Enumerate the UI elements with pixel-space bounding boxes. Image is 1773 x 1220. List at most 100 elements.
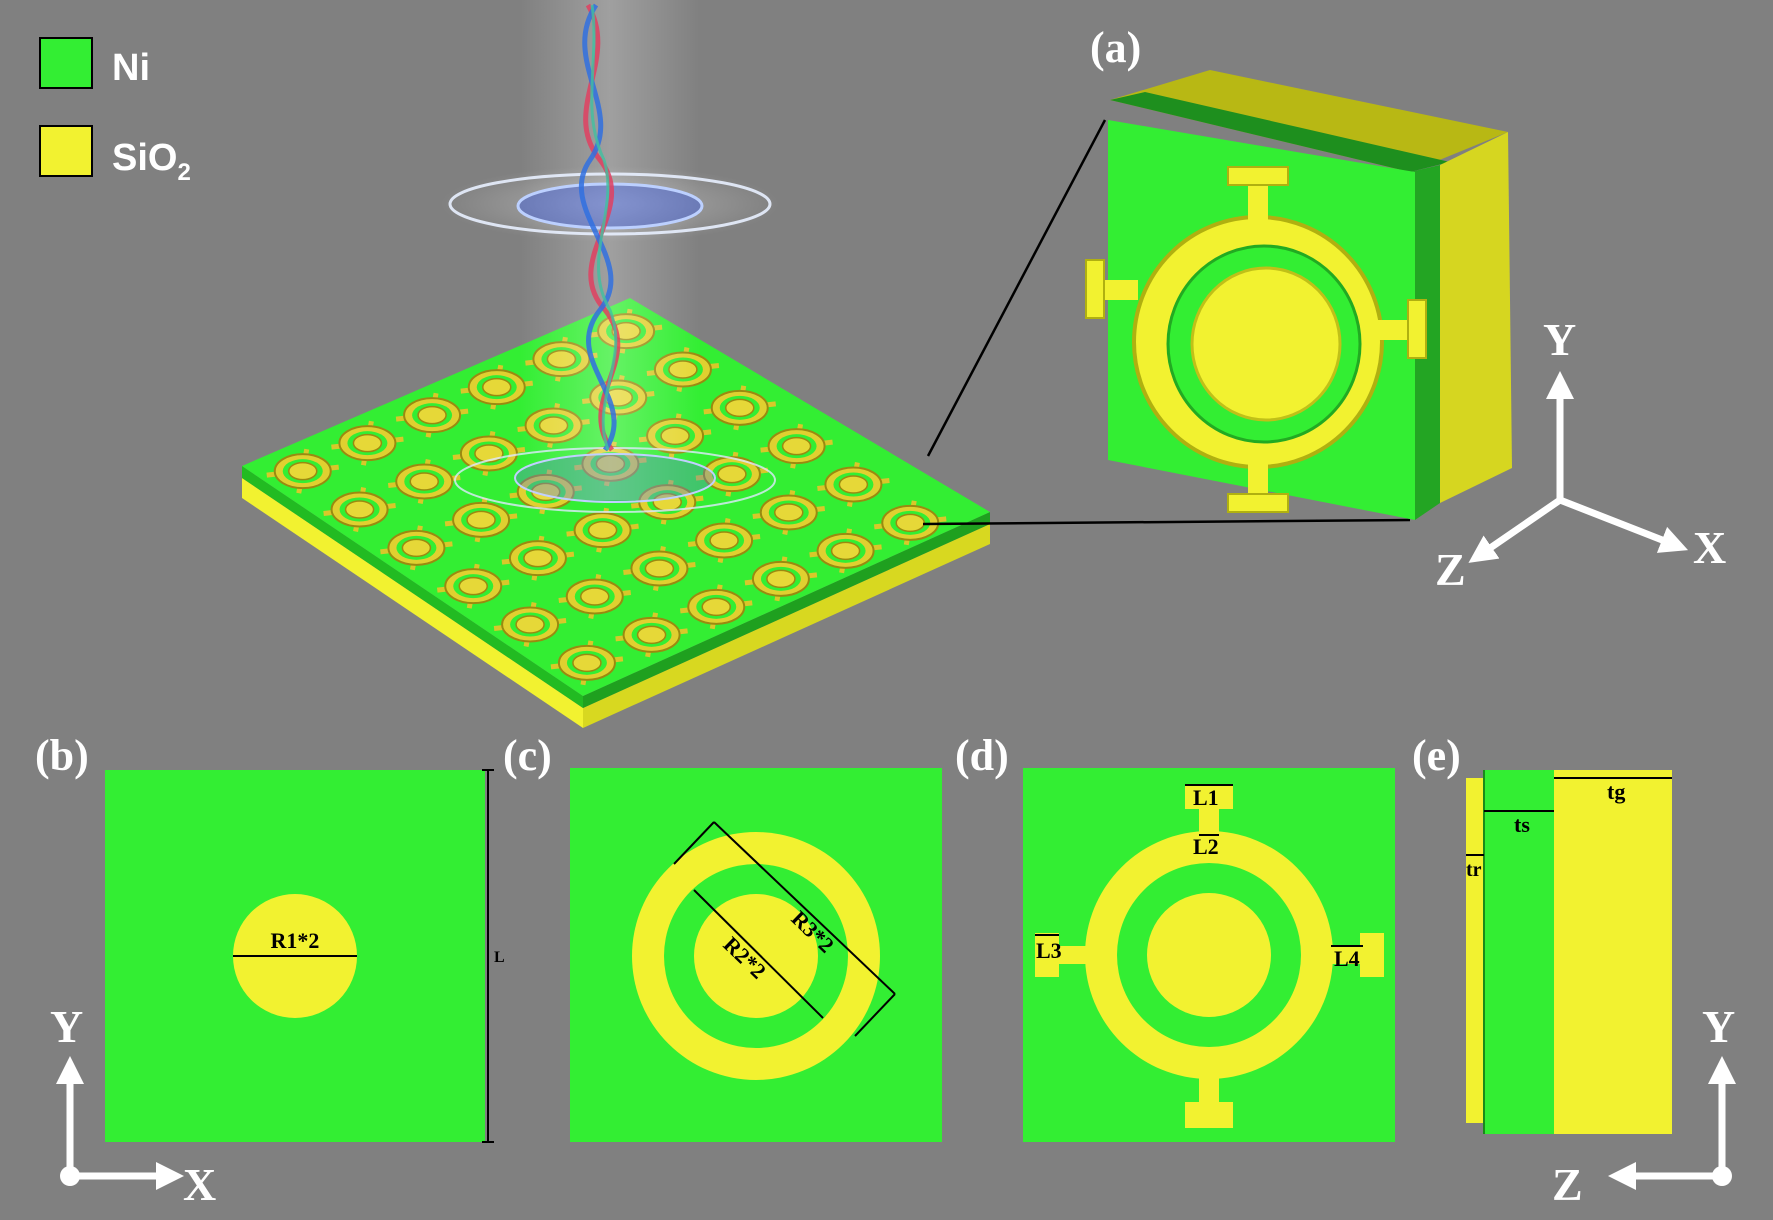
array-cell-disk [580,587,610,606]
legend-label-ni: Ni [112,47,150,89]
array-cell-disk [717,464,747,484]
array-cell [760,423,833,469]
unit-cell-3d [1085,70,1512,520]
ni-front-right-face [583,512,990,708]
array-cell-disk [352,433,383,453]
array-cell [323,487,396,532]
e-ts-label: ts [1514,812,1530,837]
e-ni-layer [1484,770,1554,1134]
d-stub-top [1199,805,1219,835]
d-l2-label: L2 [1193,834,1219,859]
array-cell [452,431,526,476]
array-cell [817,462,890,507]
array-cell-disk [781,436,812,456]
array-cell-disk [409,472,439,491]
zoom-line-top [926,119,1107,457]
legend-swatch-ni [39,37,93,89]
array-cell-disk [466,510,496,530]
d-stub-left-cap [1035,933,1059,977]
axis-label-y-b: Y [50,1001,83,1052]
substrate-front-right-face [583,524,990,728]
stub-top [1248,182,1268,222]
panel-label-a: (a) [1090,23,1141,72]
array-cell [266,448,340,494]
array-cell [566,507,639,553]
array-cell-disk [701,597,731,617]
lower-ring-inner [514,453,716,503]
unit-cell-side-sio2 [1440,132,1512,503]
array-cell-disk [830,541,861,561]
panel-e-side-view: tg ts tr [1466,770,1672,1134]
array-cell-disk [709,531,739,550]
array-cell [809,528,882,574]
array-cell-disk [523,548,553,568]
array-cell [395,392,469,438]
panel-label-c: (c) [503,731,552,780]
array-cell-disk [895,513,925,533]
array-cell [493,602,567,647]
e-resonator-layer [1466,778,1484,1123]
panel-label-b: (b) [35,731,89,780]
axis-label-x-3d: X [1693,522,1726,573]
stub-top-cap [1227,166,1289,186]
unit-cell-top-sio2 [1110,70,1508,172]
d-l1-label: L1 [1193,785,1219,810]
array-cell-disk [572,653,602,673]
axes-3d [1468,371,1689,563]
b-r1-label: R1*2 [271,928,320,953]
array-cell-disk [288,461,318,481]
panel-b-disk: R1*2 L [105,769,505,1143]
array-cell [444,497,518,543]
axes-b [56,1056,184,1190]
b-l-label: L [494,949,505,966]
c-disk [694,894,818,1018]
array-cell [679,584,753,630]
array-cell [873,500,947,546]
d-stub-right [1331,946,1363,964]
array-cell-disk [587,520,618,540]
stub-left [1098,280,1138,300]
stub-right-cap [1407,299,1427,359]
array-cell [331,420,404,466]
array-cell [558,574,632,619]
axis-label-z-3d: Z [1435,544,1466,595]
lower-ring-outer [454,447,776,513]
unit-cell-resonator [1085,166,1427,513]
array-cell [623,546,696,591]
axes-e [1608,1056,1736,1190]
array-cell-disk [482,377,512,397]
legend-swatch-sio2 [39,125,93,177]
c-r3-tick-b [854,993,896,1037]
array-cell [380,525,453,571]
unit-cell-top-ni [1110,92,1450,172]
array-cell-disk [838,475,869,494]
stub-bottom [1248,460,1268,500]
c-r2-line [693,889,824,1019]
vortex-beam [440,0,780,513]
d-stub-left [1055,946,1087,964]
array-cell [436,563,510,609]
d-stub-top-cap [1185,785,1233,809]
array-cell-disk [725,398,755,418]
c-r3-line [713,821,896,995]
array-cell-disk [644,559,675,578]
helix-strand-green [590,4,618,451]
array-cell-disk [774,503,804,522]
stub-left-cap [1085,259,1105,319]
d-stub-bottom [1199,1075,1219,1105]
d-l3-label: L3 [1036,938,1062,963]
axis-label-z-e: Z [1552,1159,1583,1210]
array-cell [550,640,624,686]
d-stub-bottom-cap [1185,1102,1233,1128]
panel-d-stubs: L1 L2 L3 L4 [1023,768,1395,1142]
c-r3-tick-a [673,821,715,865]
legend: Ni SiO2 [39,37,191,186]
array-cell-disk [515,615,545,634]
array-cell [695,451,769,497]
e-sio2-layer [1554,770,1672,1134]
panel-c-ring: R3*2 R2*2 [570,768,942,1142]
e-tg-label: tg [1607,779,1625,804]
resonator-disk [1190,266,1342,422]
array-cell [501,535,575,581]
